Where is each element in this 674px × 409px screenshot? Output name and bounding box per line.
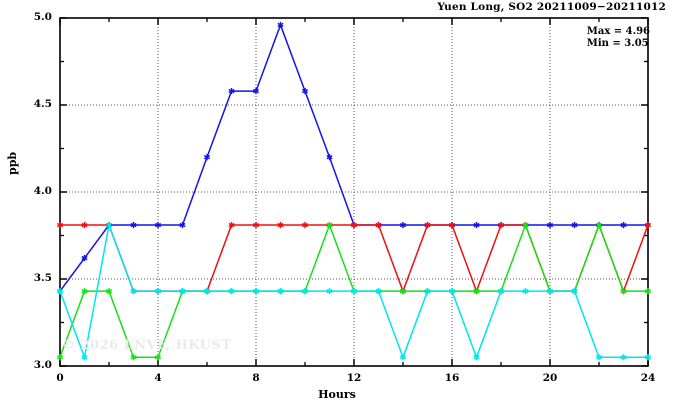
series-day1 xyxy=(56,21,652,295)
x-tick-label: 4 xyxy=(154,372,162,384)
x-tick-label: 8 xyxy=(252,372,260,384)
x-tick-label: 20 xyxy=(542,372,558,384)
x-tick-label: 16 xyxy=(444,372,460,384)
y-tick-label: 5.0 xyxy=(33,11,52,23)
x-tick-label: 12 xyxy=(346,372,362,384)
min-label: Min = 3.05 xyxy=(586,38,649,49)
x-tick-label: 0 xyxy=(56,372,64,384)
chart-title: Yuen Long, SO2 20211009−20211012 xyxy=(437,1,666,13)
y-tick-label: 3.0 xyxy=(33,359,52,371)
x-axis-label: Hours xyxy=(318,388,356,401)
x-tick-label: 24 xyxy=(640,372,656,384)
y-tick-label: 4.0 xyxy=(33,185,52,197)
y-tick-label: 4.5 xyxy=(33,98,52,110)
series-day4 xyxy=(56,221,652,361)
y-tick-label: 3.5 xyxy=(33,272,52,284)
max-label: Max = 4.96 xyxy=(586,26,650,37)
stats-legend: Max = 4.96 Min = 3.05 xyxy=(587,26,650,50)
